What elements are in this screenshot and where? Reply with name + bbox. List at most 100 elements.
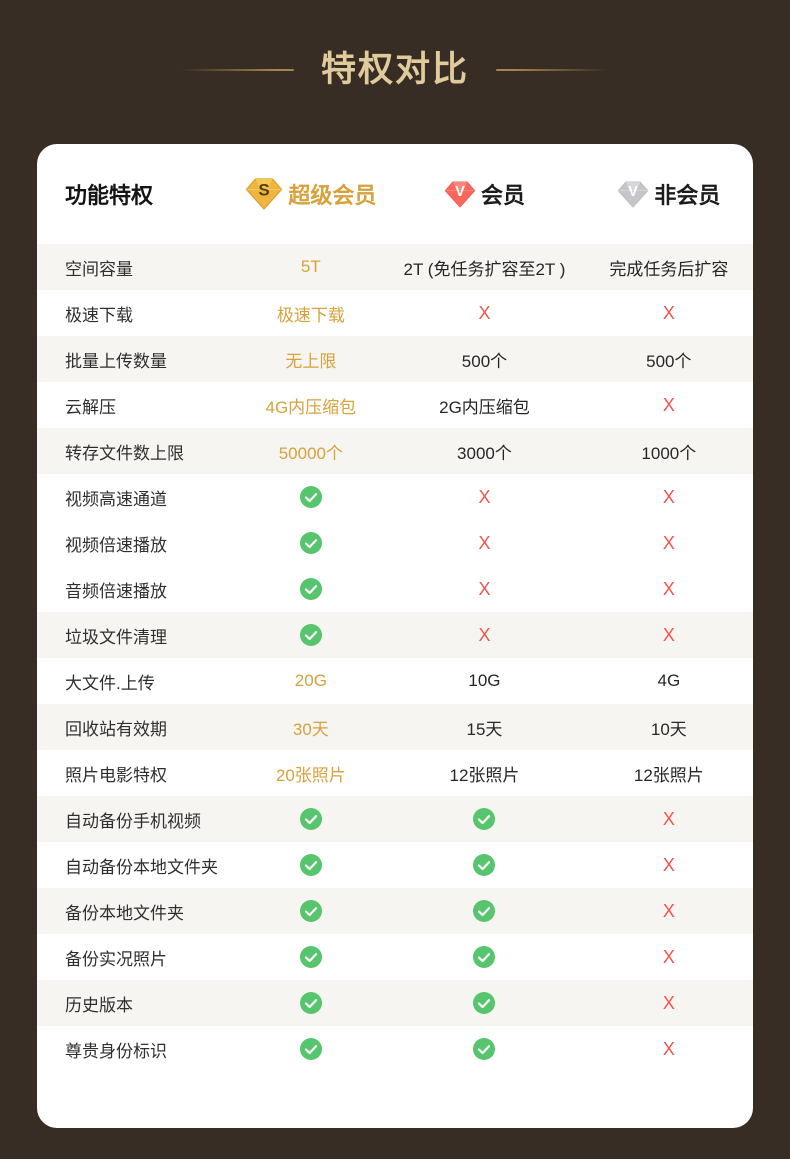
cross-icon: X bbox=[662, 854, 675, 875]
feature-label: 视频高速通道 bbox=[65, 489, 167, 509]
feature-label: 备份本地文件夹 bbox=[65, 903, 184, 923]
check-icon bbox=[299, 624, 322, 646]
vip-cell: X bbox=[384, 625, 584, 646]
value-text: 20张照片 bbox=[275, 765, 346, 785]
column-header-free: V 非会员 bbox=[585, 178, 753, 210]
table-row: 转存文件数上限 50000个 3000个 1000个 bbox=[37, 428, 753, 474]
cross-icon: X bbox=[478, 624, 491, 645]
column-header-svip: S 超级会员 bbox=[237, 177, 384, 211]
value-text: 5T bbox=[300, 257, 321, 276]
svip-cell bbox=[237, 1037, 384, 1061]
vip-cell: 15天 bbox=[384, 715, 584, 740]
svip-cell bbox=[237, 485, 384, 509]
table-row: 自动备份手机视频 X bbox=[37, 796, 753, 842]
svip-cell bbox=[237, 807, 384, 831]
check-icon bbox=[473, 900, 496, 922]
svip-cell: 极速下载 bbox=[237, 301, 384, 326]
value-text: 20G bbox=[294, 671, 327, 690]
cross-icon: X bbox=[662, 624, 675, 645]
check-icon bbox=[299, 946, 322, 968]
svg-text:S: S bbox=[259, 181, 270, 200]
cross-icon: X bbox=[662, 302, 675, 323]
feature-label: 批量上传数量 bbox=[65, 351, 167, 371]
feature-label: 视频倍速播放 bbox=[65, 535, 167, 555]
free-cell: X bbox=[585, 395, 753, 416]
cross-icon: X bbox=[662, 992, 675, 1013]
svip-cell bbox=[237, 945, 384, 969]
feature-label: 回收站有效期 bbox=[65, 719, 167, 739]
free-cell: X bbox=[585, 533, 753, 554]
free-cell: X bbox=[585, 303, 753, 324]
svg-text:V: V bbox=[629, 184, 639, 200]
cross-icon: X bbox=[662, 946, 675, 967]
free-cell: 500个 bbox=[585, 347, 753, 372]
check-icon bbox=[473, 1038, 496, 1060]
svip-cell: 20张照片 bbox=[237, 761, 384, 786]
feature-label: 大文件.上传 bbox=[65, 673, 155, 693]
free-cell: 1000个 bbox=[585, 439, 753, 464]
feature-label: 极速下载 bbox=[65, 305, 133, 325]
vip-cell: 3000个 bbox=[384, 439, 584, 464]
page-title-row: 特权对比 bbox=[0, 0, 790, 96]
free-cell: 完成任务后扩容 bbox=[585, 255, 753, 280]
free-cell: X bbox=[585, 947, 753, 968]
table-row: 回收站有效期 30天 15天 10天 bbox=[37, 704, 753, 750]
svip-cell: 50000个 bbox=[237, 439, 384, 464]
tier-label-free: 非会员 bbox=[654, 183, 721, 208]
check-icon bbox=[299, 992, 322, 1014]
free-cell: X bbox=[585, 487, 753, 508]
feature-label: 尊贵身份标识 bbox=[65, 1041, 167, 1061]
cross-icon: X bbox=[662, 578, 675, 599]
value-text: 无上限 bbox=[285, 351, 337, 371]
cross-icon: X bbox=[662, 394, 675, 415]
feature-label: 历史版本 bbox=[65, 995, 133, 1015]
table-row: 自动备份本地文件夹 X bbox=[37, 842, 753, 888]
page-title: 特权对比 bbox=[320, 50, 469, 89]
free-cell: X bbox=[585, 579, 753, 600]
table-row: 照片电影特权 20张照片 12张照片 12张照片 bbox=[37, 750, 753, 796]
comparison-card: 功能特权 S 超级会员 V 会员 bbox=[37, 144, 753, 1128]
value-text: 12张照片 bbox=[633, 765, 704, 785]
table-row: 备份本地文件夹 X bbox=[37, 888, 753, 934]
svip-cell bbox=[237, 577, 384, 601]
svip-cell bbox=[237, 531, 384, 555]
free-cell: 12张照片 bbox=[585, 761, 753, 786]
vip-cell: 2T (免任务扩容至2T ) bbox=[384, 255, 584, 280]
cross-icon: X bbox=[478, 486, 491, 507]
check-icon bbox=[473, 946, 496, 968]
svip-diamond-badge-icon: S bbox=[246, 178, 283, 210]
cross-icon: X bbox=[662, 486, 675, 507]
value-text: 12张照片 bbox=[449, 765, 520, 785]
check-icon bbox=[473, 992, 496, 1014]
vip-cell: X bbox=[384, 533, 584, 554]
check-icon bbox=[299, 532, 322, 554]
feature-label: 垃圾文件清理 bbox=[65, 627, 167, 647]
table-row: 大文件.上传 20G 10G 4G bbox=[37, 658, 753, 704]
cross-icon: X bbox=[478, 532, 491, 553]
check-icon bbox=[299, 1038, 322, 1060]
free-cell: X bbox=[585, 993, 753, 1014]
value-text: 完成任务后扩容 bbox=[609, 259, 729, 279]
free-diamond-badge-icon: V bbox=[618, 180, 649, 208]
feature-label: 空间容量 bbox=[65, 259, 133, 279]
value-text: 极速下载 bbox=[276, 305, 345, 325]
table-row: 垃圾文件清理 X X bbox=[37, 612, 753, 658]
check-icon bbox=[299, 486, 322, 508]
cross-icon: X bbox=[662, 808, 675, 829]
check-icon bbox=[473, 854, 496, 876]
free-cell: X bbox=[585, 1039, 753, 1060]
svip-cell: 20G bbox=[237, 671, 384, 691]
column-header-vip: V 会员 bbox=[384, 178, 584, 210]
free-cell: X bbox=[585, 625, 753, 646]
svip-cell: 30天 bbox=[237, 715, 384, 740]
table-row: 批量上传数量 无上限 500个 500个 bbox=[37, 336, 753, 382]
vip-cell bbox=[384, 807, 584, 831]
cross-icon: X bbox=[478, 302, 491, 323]
tier-label-vip: 会员 bbox=[480, 183, 525, 208]
feature-label: 转存文件数上限 bbox=[65, 443, 184, 463]
svip-cell: 5T bbox=[237, 257, 384, 277]
svip-cell: 无上限 bbox=[237, 347, 384, 372]
value-text: 15天 bbox=[466, 719, 503, 739]
svip-cell bbox=[237, 991, 384, 1015]
table-row: 音频倍速播放 X X bbox=[37, 566, 753, 612]
